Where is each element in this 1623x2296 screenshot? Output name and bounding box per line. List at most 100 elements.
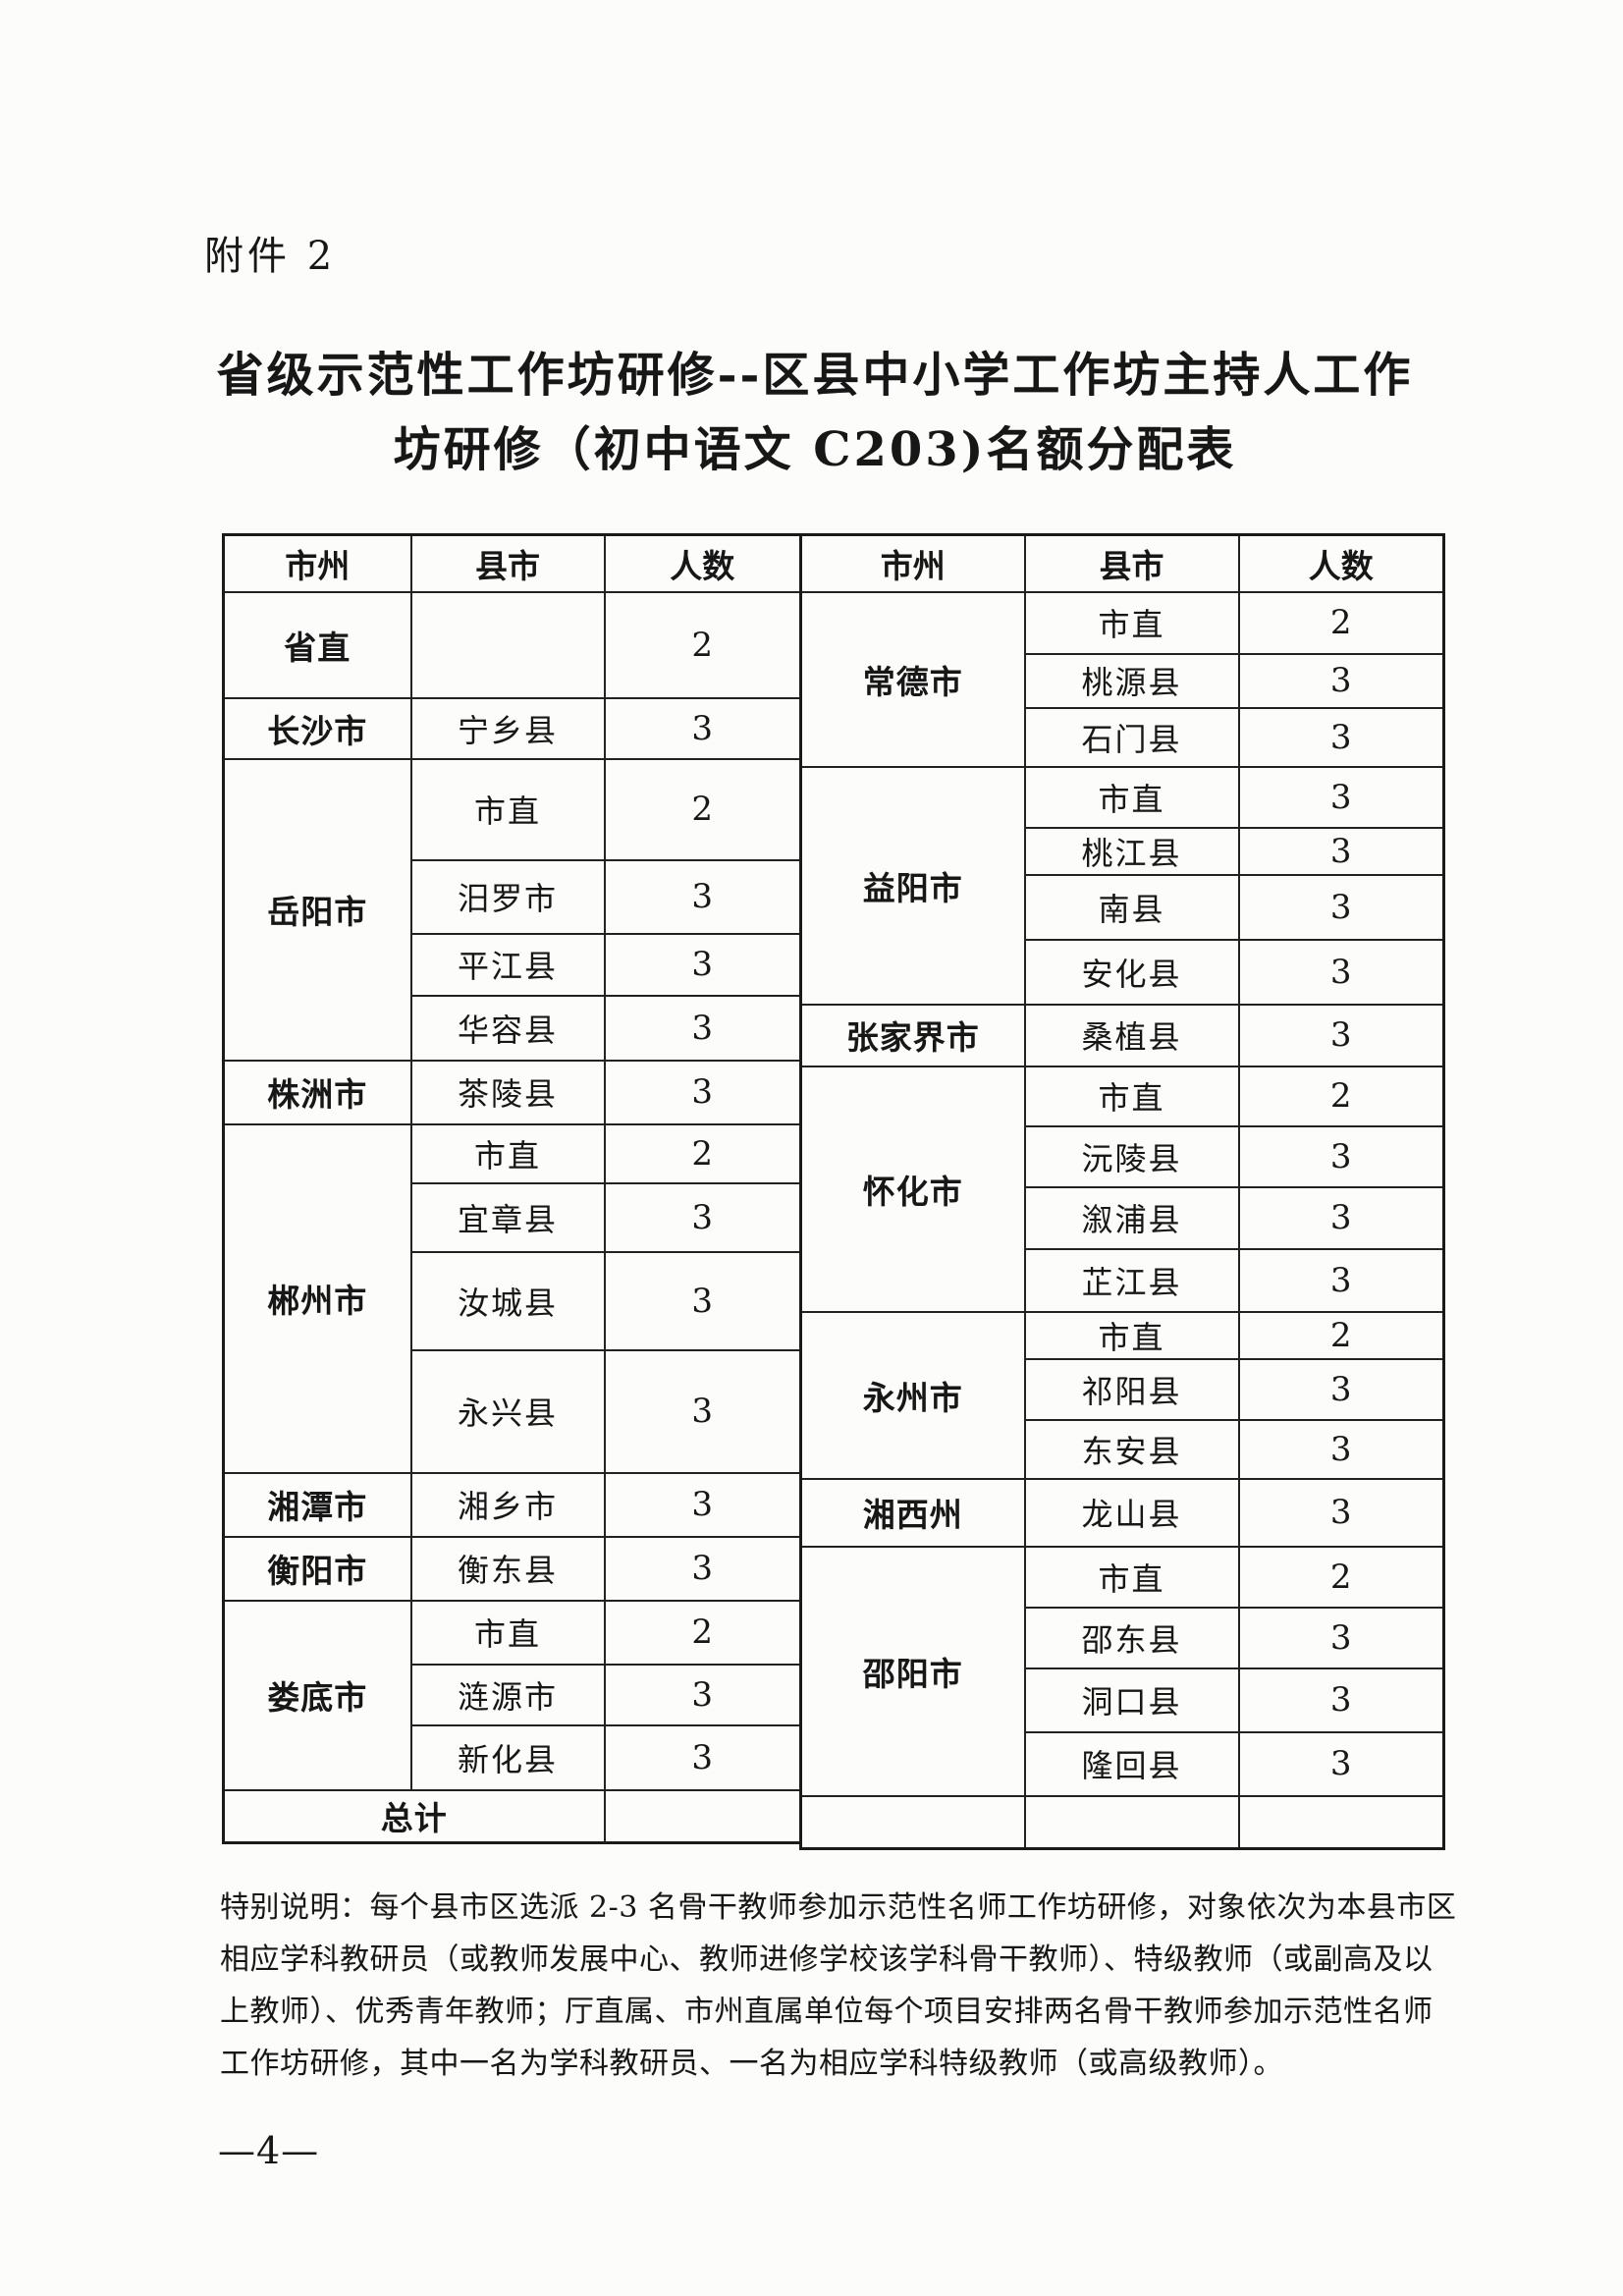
table-row: 宜章县 3 [224,1181,802,1253]
count-cell: 3 [1237,706,1445,768]
table-row: 益阳市 市直 3 [799,765,1445,1006]
county-cell: 市直 [1023,1310,1240,1360]
total-label-cell: 总计 [222,1788,606,1844]
table-row: 汝城县 3 [224,1250,802,1351]
quota-table: 市州 县市 人数 省直 2 长沙市 宁乡县 3 岳阳市 市直 2 汨罗市 3 平江县 3 华容县 3 株洲市… [222,533,1445,1850]
city-cell: 省直 [222,590,412,699]
city-cell: 株洲市 [222,1059,412,1125]
county-cell: 洞口县 [1023,1667,1240,1733]
city-cell: 常德市 [799,590,1026,768]
table-row: 郴州市 市直 2 [222,1122,802,1474]
count-cell: 2 [1237,1310,1445,1360]
county-cell: 市直 [1023,1065,1240,1127]
quota-table-right: 市州 县市 人数 常德市 市直 2 桃源县 3 石门县 3 益阳市 市直 3 桃江县 3 南县 3 安化县 3… [799,533,1445,1850]
city-cell: 怀化市 [799,1065,1026,1313]
count-cell: 3 [1237,1185,1445,1250]
table-row: 华容县 3 [224,994,802,1062]
county-cell: 南县 [1023,873,1240,941]
count-cell: 3 [603,1471,802,1538]
note-line-2: 相应学科教研员（或教师发展中心、教师进修学校该学科骨干教师）、特级教师（或副高及… [220,1942,1434,1977]
count-cell: 3 [1237,765,1445,829]
city-cell: 永州市 [799,1310,1026,1480]
count-cell: 2 [1237,1065,1445,1127]
county-cell: 湘乡市 [409,1471,606,1538]
count-cell: 3 [1237,1357,1445,1421]
note-line-1: 特别说明：每个县市区选派 2-3 名骨干教师参加示范性名师工作坊研修，对象依次为… [220,1890,1457,1925]
city-cell: 湘潭市 [222,1471,412,1538]
city-cell: 张家界市 [799,1003,1026,1067]
county-cell: 市直 [409,1122,606,1184]
county-cell: 衡东县 [409,1535,606,1602]
city-cell: 益阳市 [799,765,1026,1006]
attachment-label: 附件 2 [204,234,337,279]
county-cell: 溆浦县 [1023,1185,1240,1250]
total-count-cell [603,1788,802,1844]
county-cell: 市直 [1023,590,1240,655]
header-headcount: 人数 [1237,533,1445,593]
county-cell: 安化县 [1023,938,1240,1006]
county-cell: 市直 [409,1599,606,1666]
table-row: 溆浦县 3 [801,1185,1445,1250]
county-cell: 桃江县 [1023,826,1240,876]
table-row: 常德市 市直 2 [799,590,1445,768]
table-header-row: 市州 县市 人数 [222,533,802,593]
empty-county-cell [1023,1794,1240,1850]
county-cell: 茶陵县 [409,1059,606,1125]
table-row [799,1794,1445,1850]
table-row: 桃源县 3 [801,652,1445,709]
table-row: 隆回县 3 [801,1730,1445,1797]
count-cell: 3 [1237,938,1445,1006]
count-cell: 3 [1237,1418,1445,1480]
special-note: 特别说明：每个县市区选派 2-3 名骨干教师参加示范性名师工作坊研修，对象依次为… [220,1882,1467,2090]
count-cell: 3 [1237,1247,1445,1313]
header-county-city: 县市 [409,533,606,593]
table-header-row: 市州 县市 人数 [799,533,1445,593]
table-row: 石门县 3 [801,706,1445,768]
county-cell: 市直 [1023,765,1240,829]
city-cell: 郴州市 [222,1122,412,1474]
count-cell: 3 [1237,1003,1445,1067]
table-row: 东安县 3 [801,1418,1445,1480]
city-cell: 娄底市 [222,1599,412,1791]
count-cell: 3 [603,1663,802,1726]
table-row: 株洲市 茶陵县 3 [222,1059,802,1125]
count-cell: 2 [1237,590,1445,655]
table-row: 张家界市 桑植县 3 [799,1003,1445,1067]
table-row: 芷江县 3 [801,1247,1445,1313]
count-cell: 2 [1237,1545,1445,1609]
table-row: 湘潭市 湘乡市 3 [222,1471,802,1538]
count-cell: 3 [603,1723,802,1791]
county-cell [409,590,606,699]
count-cell: 2 [603,757,802,861]
county-cell: 东安县 [1023,1418,1240,1480]
count-cell: 3 [1237,826,1445,876]
county-cell: 汨罗市 [409,858,606,935]
header-county-city: 县市 [1023,533,1240,593]
county-cell: 隆回县 [1023,1730,1240,1797]
county-cell: 市直 [409,757,606,861]
county-cell: 永兴县 [409,1348,606,1474]
county-cell: 市直 [1023,1545,1240,1609]
table-row: 洞口县 3 [801,1667,1445,1733]
table-row: 桃江县 3 [801,826,1445,876]
county-cell: 邵东县 [1023,1606,1240,1669]
table-row: 平江县 3 [224,932,802,997]
county-cell: 沅陵县 [1023,1124,1240,1188]
note-line-3: 上教师）、优秀青年教师；厅直属、市州直属单位每个项目安排两名骨干教师参加示范性名… [220,1995,1434,2029]
county-cell: 芷江县 [1023,1247,1240,1313]
county-cell: 祁阳县 [1023,1357,1240,1421]
county-cell: 石门县 [1023,706,1240,768]
table-row: 祁阳县 3 [801,1357,1445,1421]
table-row: 汨罗市 3 [224,858,802,935]
table-row: 总计 [222,1788,802,1844]
count-cell: 3 [1237,1606,1445,1669]
header-city-state: 市州 [799,533,1026,593]
table-row: 衡阳市 衡东县 3 [222,1535,802,1602]
table-row: 娄底市 市直 2 [222,1599,802,1791]
table-row: 岳阳市 市直 2 [222,757,802,1062]
table-row: 永州市 市直 2 [799,1310,1445,1480]
count-cell: 3 [603,1535,802,1602]
count-cell: 3 [603,1250,802,1351]
table-row: 新化县 3 [224,1723,802,1791]
